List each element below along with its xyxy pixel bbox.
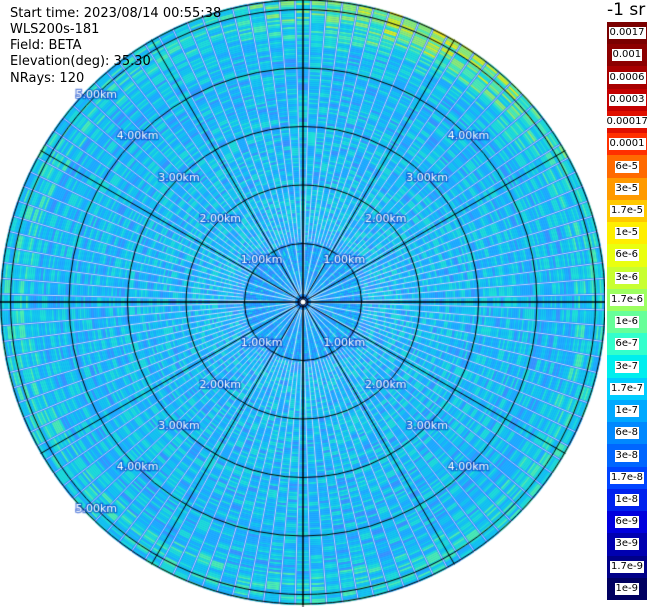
colorbar-tick-label: 3e-8 [614, 449, 639, 462]
colorbar-tick-label: 6e-7 [614, 338, 639, 351]
colorbar-tick-label: 1.7e-7 [610, 382, 645, 395]
colorbar-tick-label: 0.0006 [608, 71, 646, 84]
colorbar-tick-label: 6e-6 [614, 249, 639, 262]
colorbar-tick-label: 3e-9 [614, 538, 639, 551]
colorbar-tick-label: 6e-8 [614, 427, 639, 440]
colorbar-tick-label: 3e-5 [614, 182, 639, 195]
colorbar-tick-label: 0.00017 [605, 116, 647, 129]
colorbar-tick-label: 0.0017 [608, 27, 646, 40]
colorbar-tick-label: 1e-5 [614, 227, 639, 240]
colorbar-tick-label: 1e-8 [614, 493, 639, 506]
colorbar-tick-label: 1e-7 [614, 405, 639, 418]
colorbar-tick-label: 0.0003 [608, 93, 646, 106]
colorbar-title: -1 sr [607, 0, 646, 20]
colorbar-tick-label: 6e-5 [614, 160, 639, 173]
ppi-scan-plot [0, 0, 605, 607]
colorbar-tick-label: 1.7e-5 [610, 204, 645, 217]
elevation-text: Elevation(deg): 35.30 [10, 54, 151, 69]
colorbar-tick-label: 0.001 [611, 49, 643, 62]
start-time-text: Start time: 2023/08/14 00:55:38 [10, 6, 222, 21]
colorbar-tick-label: 1.7e-8 [610, 471, 645, 484]
colorbar-tick-label: 1e-6 [614, 316, 639, 329]
nrays-text: NRays: 120 [10, 71, 85, 86]
colorbar-tick-label: 1e-9 [614, 582, 639, 595]
colorbar-tick-label: 0.0001 [608, 138, 646, 151]
colorbar-tick-label: 1.7e-9 [610, 560, 645, 573]
colorbar-tick-label: 3e-6 [614, 271, 639, 284]
colorbar-tick-label: 3e-7 [614, 360, 639, 373]
colorbar-tick-label: 1.7e-6 [610, 293, 645, 306]
colorbar-tick-label: 6e-9 [614, 516, 639, 529]
instrument-text: WLS200s-181 [10, 22, 100, 37]
field-text: Field: BETA [10, 38, 82, 53]
